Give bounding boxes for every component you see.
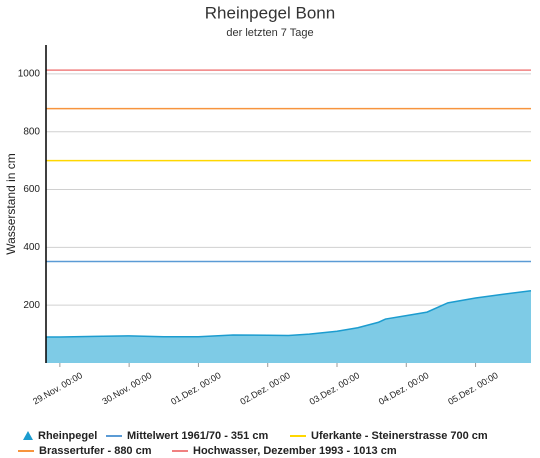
chart-subtitle: der letzten 7 Tage	[226, 27, 313, 39]
y-axis-label: Wasserstand in cm	[4, 153, 18, 255]
y-tick-label: 400	[23, 242, 40, 253]
legend-label: Hochwasser, Dezember 1993 - 1013 cm	[193, 445, 397, 457]
y-tick-label: 200	[23, 300, 40, 311]
legend-symbol	[23, 431, 33, 440]
y-tick-label: 600	[23, 184, 40, 195]
x-tick-label: 01.Dez. 00:00	[169, 370, 223, 407]
x-tick-label: 04.Dez. 00:00	[377, 370, 431, 407]
x-tick-label: 30.Nov. 00:00	[100, 370, 153, 406]
line	[46, 289, 532, 338]
legend-label: Brassertufer - 880 cm	[39, 445, 152, 457]
chart-title: Rheinpegel Bonn	[205, 3, 335, 22]
area	[46, 290, 531, 363]
x-tick-label: 03.Dez. 00:00	[308, 370, 362, 407]
x-tick-label: 29.Nov. 00:00	[31, 370, 84, 406]
x-tick-label: 02.Dez. 00:00	[238, 370, 292, 407]
legend-label: Uferkante - Steinerstrasse 700 cm	[311, 430, 488, 442]
x-tick-label: 05.Dez. 00:00	[446, 370, 500, 407]
y-tick-label: 800	[23, 126, 40, 137]
y-tick-label: 1000	[18, 69, 41, 80]
legend-label: Rheinpegel	[38, 430, 97, 442]
legend-label: Mittelwert 1961/70 - 351 cm	[127, 430, 268, 442]
